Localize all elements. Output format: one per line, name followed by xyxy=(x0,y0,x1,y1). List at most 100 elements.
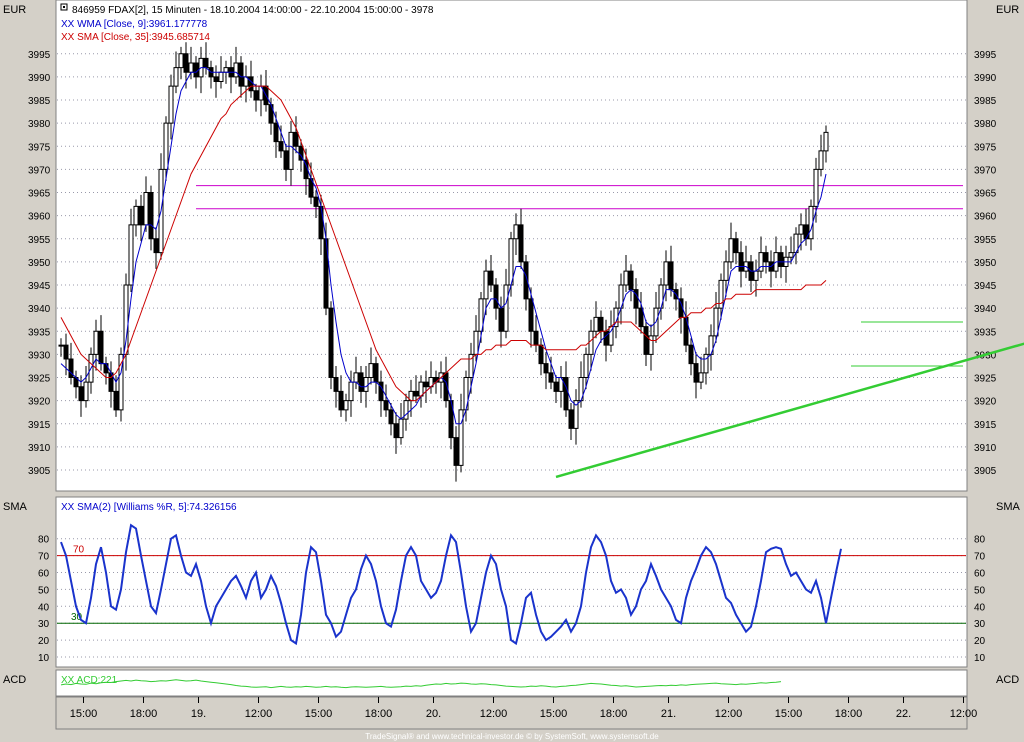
price-tick-label: 3945 xyxy=(974,281,997,292)
price-tick-label: 3980 xyxy=(28,119,51,130)
candle-body xyxy=(688,344,694,365)
williams-tick-label: 50 xyxy=(38,585,50,596)
sma-line xyxy=(60,85,827,402)
candle-body xyxy=(533,330,539,346)
trendline xyxy=(555,342,1024,479)
candle-body xyxy=(413,390,419,397)
williams-tick-label: 40 xyxy=(974,602,986,613)
acd-series xyxy=(60,679,782,689)
candle-body xyxy=(113,390,119,411)
candle-body xyxy=(403,400,409,420)
williams-tick-label: 60 xyxy=(38,569,50,580)
candle-body xyxy=(568,409,574,429)
candle-body xyxy=(333,377,339,392)
candle-body xyxy=(468,353,474,378)
candle-body xyxy=(513,224,519,240)
williams-tick-label: 30 xyxy=(38,619,50,630)
candle-body xyxy=(518,224,524,263)
price-tick-label: 3920 xyxy=(974,397,997,408)
candle-body xyxy=(753,270,759,281)
candle-body xyxy=(603,330,609,346)
sma-label-left: SMA xyxy=(3,501,28,513)
price-tick-label: 3965 xyxy=(28,189,51,200)
candle-body xyxy=(418,381,424,397)
price-tick-label: 3990 xyxy=(974,73,997,84)
price-tick-label: 3955 xyxy=(28,235,51,246)
candle-body xyxy=(68,358,74,378)
candle-body xyxy=(318,205,324,240)
candle-body xyxy=(458,409,464,466)
price-tick-label: 3950 xyxy=(28,258,51,269)
candle-body xyxy=(343,400,349,411)
time-axis-panel xyxy=(55,696,968,730)
candle-body xyxy=(488,270,494,286)
candle-body xyxy=(423,381,429,388)
candle-body xyxy=(823,131,829,152)
candle-body xyxy=(273,122,279,143)
moving-averages xyxy=(60,67,827,425)
settings-icon[interactable] xyxy=(60,3,68,11)
candle-body xyxy=(203,57,209,69)
time-tick-label: 15:00 xyxy=(305,708,333,720)
candle-body xyxy=(663,261,669,286)
candle-body xyxy=(473,330,479,355)
candle-body xyxy=(498,307,504,332)
acd-legend: XX ACD:221 xyxy=(61,675,118,686)
price-tick-label: 3945 xyxy=(28,281,51,292)
time-tick-label: 20. xyxy=(426,708,441,720)
price-tick-label: 3960 xyxy=(974,212,997,223)
candle-body xyxy=(218,71,224,82)
candle-body xyxy=(233,62,239,78)
candle-body xyxy=(238,62,244,87)
williams-tick-label: 20 xyxy=(38,636,50,647)
candle-body xyxy=(248,76,254,92)
candle-body xyxy=(168,85,174,124)
candle-body xyxy=(103,363,109,374)
sma-label-right: SMA xyxy=(996,501,1021,513)
price-tick-label: 3925 xyxy=(28,374,51,385)
williams-tick-label: 70 xyxy=(974,552,986,563)
candle-body xyxy=(393,423,399,439)
williams-axis-right: 10 20 30 40 50 60 70 80 xyxy=(974,535,986,664)
candle-body xyxy=(173,67,179,87)
candle-body xyxy=(538,344,544,365)
time-tick-label: 22. xyxy=(896,708,911,720)
williams-series xyxy=(60,523,842,646)
price-tick-label: 3970 xyxy=(28,165,51,176)
time-tick-label: 15:00 xyxy=(540,708,568,720)
price-tick-label: 3995 xyxy=(974,50,997,61)
candle-body xyxy=(148,192,154,240)
price-tick-label: 3985 xyxy=(974,96,997,107)
candle-body xyxy=(493,284,499,309)
candle-body xyxy=(693,363,699,383)
candle-body xyxy=(503,284,509,332)
wma-legend: XX WMA [Close, 9]:3961.177778 xyxy=(61,19,208,30)
candle-body xyxy=(563,377,569,411)
candle-body xyxy=(583,353,589,378)
time-tick-label: 12:00 xyxy=(245,708,273,720)
price-tick-label: 3965 xyxy=(974,189,997,200)
candle-body xyxy=(313,196,319,207)
time-tick-label: 19. xyxy=(191,708,206,720)
williams-tick-label: 40 xyxy=(38,602,50,613)
candle-body xyxy=(643,326,649,355)
support-resistance-lines xyxy=(196,185,1024,479)
williams-tick-label: 30 xyxy=(974,619,986,630)
candle-body xyxy=(93,330,99,355)
candle-body xyxy=(483,270,489,300)
price-tick-label: 3905 xyxy=(974,466,997,477)
candle-body xyxy=(668,261,674,291)
candle-body xyxy=(373,363,379,383)
candle-body xyxy=(398,418,404,439)
time-tick-label: 12:00 xyxy=(950,708,978,720)
currency-label-right: EUR xyxy=(996,4,1019,16)
candle-body xyxy=(328,307,334,378)
williams-levels: 70 30 xyxy=(57,545,966,624)
candle-body xyxy=(153,238,159,254)
time-axis: 15:00 18:00 19. 12:00 15:00 18:00 20. 12:00 15:0… xyxy=(70,697,978,720)
time-tick-label: 12:00 xyxy=(715,708,743,720)
candle-body xyxy=(718,279,724,309)
candle-body xyxy=(288,131,294,170)
time-tick-label: 21. xyxy=(661,708,676,720)
